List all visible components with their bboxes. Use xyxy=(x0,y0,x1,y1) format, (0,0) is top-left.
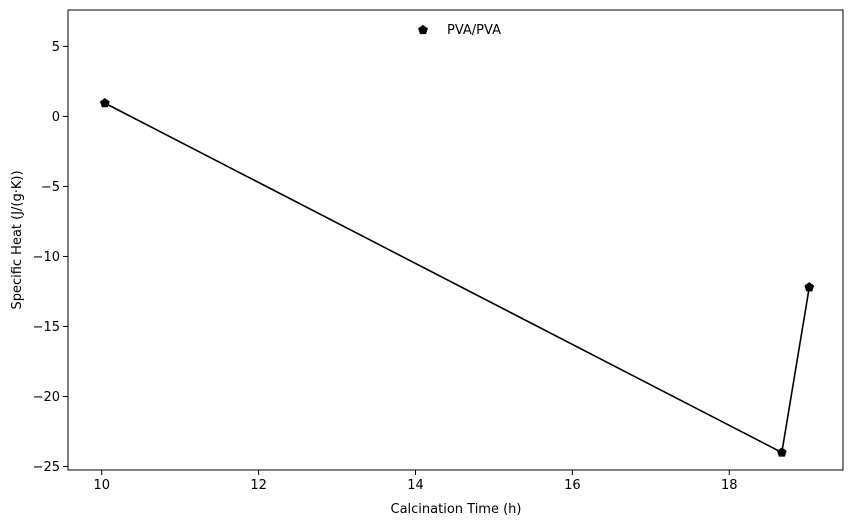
legend-marker-pentagon xyxy=(418,24,428,35)
x-tick-label: 12 xyxy=(250,478,267,493)
x-axis-label: Calcination Time (h) xyxy=(391,502,522,517)
x-tick-label: 10 xyxy=(93,478,110,493)
legend: PVA/PVA xyxy=(418,23,501,38)
y-tick-label: −10 xyxy=(33,250,60,265)
y-tick-label: −20 xyxy=(33,390,60,405)
series-line xyxy=(104,102,811,454)
x-tick-label: 18 xyxy=(721,478,738,493)
y-tick-label: −15 xyxy=(33,320,60,335)
x-tick-label: 14 xyxy=(407,478,424,493)
data-point xyxy=(776,447,787,457)
y-axis-label: Specific Heat (J/(g·K)) xyxy=(10,170,25,309)
plot-area xyxy=(67,9,844,471)
series-layer xyxy=(100,98,815,457)
data-point xyxy=(804,282,815,292)
y-tick-label: 0 xyxy=(52,110,60,125)
y-axis: −25 −20 −15 −10 −5 0 5 xyxy=(33,40,68,475)
x-axis: 10 12 14 16 18 xyxy=(93,470,738,493)
legend-label: PVA/PVA xyxy=(447,23,501,38)
x-tick-label: 16 xyxy=(564,478,581,493)
y-tick-label: 5 xyxy=(52,40,60,55)
plot-frame xyxy=(67,9,844,471)
data-point xyxy=(100,98,110,108)
y-tick-label: −25 xyxy=(33,460,60,475)
y-tick-label: −5 xyxy=(41,180,60,195)
